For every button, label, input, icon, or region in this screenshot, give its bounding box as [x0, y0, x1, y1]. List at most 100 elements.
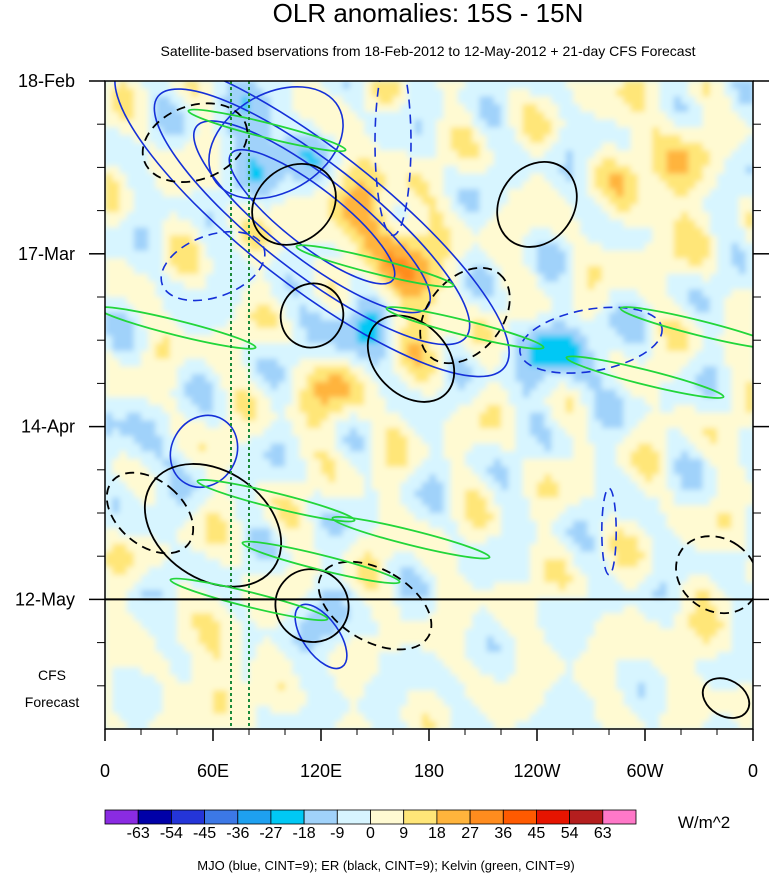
- olr-cell: [205, 443, 214, 452]
- olr-cell: [112, 335, 120, 344]
- olr-cell: [241, 111, 250, 121]
- olr-cell: [105, 428, 113, 437]
- olr-cell: [436, 420, 444, 429]
- olr-cell: [256, 165, 264, 175]
- olr-cell: [587, 320, 596, 329]
- olr-cell: [565, 451, 574, 460]
- olr-cell: [544, 366, 552, 375]
- olr-cell: [522, 412, 531, 421]
- olr-cell: [177, 150, 185, 159]
- olr-cell: [486, 482, 495, 491]
- olr-cell: [155, 104, 164, 113]
- olr-cell: [493, 474, 502, 483]
- olr-cell: [285, 150, 293, 159]
- olr-cell: [234, 405, 243, 414]
- olr-cell: [493, 366, 502, 375]
- olr-cell: [486, 405, 495, 414]
- olr-cell: [148, 96, 156, 105]
- olr-cell: [169, 173, 178, 182]
- olr-cell: [745, 212, 753, 221]
- olr-cell: [270, 489, 279, 499]
- olr-cell: [724, 258, 732, 267]
- olr-cell: [162, 289, 171, 298]
- olr-cell: [321, 443, 329, 452]
- olr-cell: [349, 312, 358, 321]
- olr-cell: [328, 273, 336, 283]
- olr-cell: [637, 428, 646, 437]
- olr-cell: [537, 420, 545, 429]
- olr-cell: [321, 451, 329, 460]
- olr-cell: [313, 474, 322, 483]
- olr-cell: [443, 111, 452, 121]
- olr-cell: [421, 420, 430, 429]
- olr-cell: [177, 428, 185, 437]
- olr-cell: [321, 258, 329, 267]
- olr-cell: [493, 243, 502, 252]
- olr-cell: [717, 204, 725, 213]
- olr-cell: [328, 96, 336, 105]
- olr-cell: [306, 104, 315, 113]
- olr-cell: [688, 343, 696, 352]
- olr-cell: [213, 165, 221, 175]
- olr-cell: [328, 459, 336, 468]
- olr-cell: [637, 297, 646, 306]
- olr-cell: [234, 412, 243, 421]
- olr-cell: [594, 212, 603, 221]
- olr-cell: [119, 165, 128, 175]
- olr-cell: [177, 351, 185, 360]
- olr-cell: [292, 327, 300, 337]
- olr-cell: [601, 88, 610, 97]
- olr-cell: [349, 127, 358, 136]
- olr-cell: [515, 135, 524, 144]
- olr-cell: [652, 165, 660, 175]
- olr-cell: [544, 443, 552, 452]
- olr-cell: [637, 320, 646, 329]
- olr-cell: [429, 482, 437, 491]
- olr-cell: [522, 489, 531, 499]
- olr-cell: [709, 273, 718, 283]
- olr-cell: [565, 158, 574, 167]
- olr-cell: [184, 165, 192, 175]
- olr-cell: [148, 374, 156, 383]
- olr-cell: [731, 343, 740, 352]
- olr-cell: [479, 459, 488, 468]
- olr-cell: [227, 459, 236, 468]
- olr-cell: [709, 451, 718, 460]
- olr-cell: [198, 266, 207, 275]
- olr-cell: [745, 327, 753, 337]
- olr-cell: [573, 142, 581, 151]
- olr-cell: [407, 343, 416, 352]
- olr-cell: [652, 289, 660, 298]
- olr-cell: [299, 389, 308, 398]
- olr-cell: [256, 312, 264, 321]
- olr-cell: [407, 412, 416, 421]
- olr-cell: [414, 366, 423, 375]
- olr-cell: [421, 474, 430, 483]
- olr-cell: [328, 412, 336, 421]
- olr-cell: [393, 104, 401, 113]
- olr-cell: [717, 289, 725, 298]
- olr-cell: [681, 266, 689, 275]
- olr-cell: [292, 451, 300, 460]
- olr-cell: [126, 258, 135, 267]
- olr-cell: [673, 196, 682, 205]
- olr-cell: [421, 351, 430, 360]
- olr-cell: [544, 335, 552, 344]
- olr-cell: [407, 327, 416, 337]
- olr-cell: [342, 435, 351, 445]
- olr-cell: [688, 312, 696, 321]
- olr-cell: [198, 412, 207, 421]
- olr-cell: [659, 266, 668, 275]
- olr-cell: [450, 312, 459, 321]
- olr-cell: [385, 142, 394, 151]
- olr-cell: [357, 142, 365, 151]
- olr-cell: [213, 505, 221, 514]
- olr-cell: [105, 150, 113, 159]
- olr-cell: [695, 497, 704, 506]
- olr-cell: [465, 173, 473, 182]
- olr-cell: [277, 204, 286, 213]
- olr-cell: [335, 320, 344, 329]
- olr-cell: [673, 181, 682, 190]
- olr-cell: [241, 88, 250, 97]
- olr-cell: [515, 96, 524, 105]
